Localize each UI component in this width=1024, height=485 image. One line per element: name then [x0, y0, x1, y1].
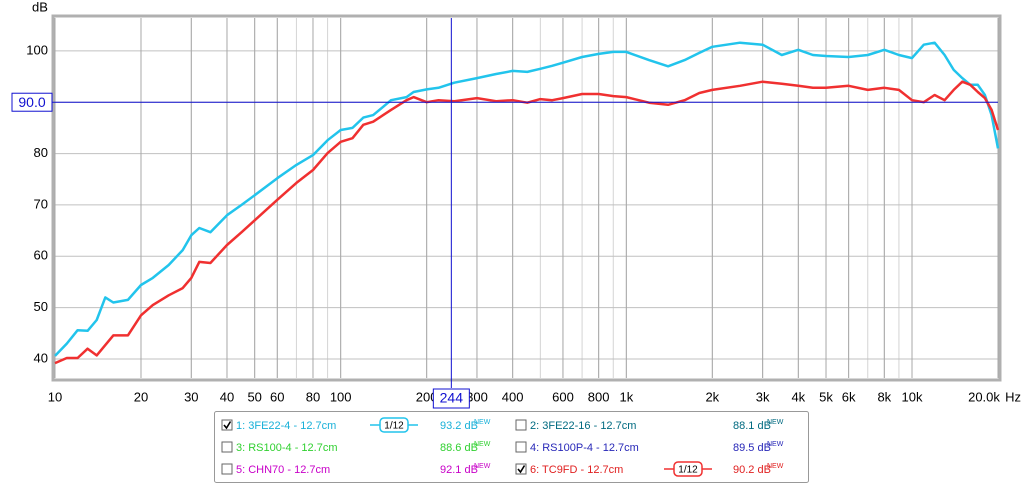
legend-level: 93.2 dB	[440, 420, 478, 432]
cursor-label-x: 244	[440, 390, 464, 406]
x-tick-label: 10k	[902, 389, 923, 404]
checkbox[interactable]	[221, 463, 233, 475]
x-tick-label: 3k	[756, 389, 770, 404]
x-tick-label: 40	[220, 389, 234, 404]
y-tick-label: 70	[34, 196, 48, 211]
x-tick-label: 4k	[791, 389, 805, 404]
cursor-box-x	[432, 388, 470, 409]
cursor-label-y: 90.0	[18, 94, 45, 110]
checkbox-check	[517, 465, 526, 474]
legend-level-tag: NEW	[767, 419, 784, 426]
legend-label: 1: 3FE22-4 - 12.7cm	[236, 420, 336, 432]
x-tick-label: 300	[466, 389, 488, 404]
x-tick-label: 30	[184, 389, 198, 404]
legend-label: 5: CHN70 - 12.7cm	[236, 464, 330, 476]
x-tick-label: 80	[306, 389, 320, 404]
checkbox[interactable]	[221, 441, 233, 453]
x-tick-label: 400	[502, 389, 524, 404]
x-tick-label: 50	[247, 389, 261, 404]
checkbox[interactable]	[515, 419, 527, 431]
x-tick-label: 20.0k	[968, 389, 1000, 404]
x-tick-label: 8k	[877, 389, 891, 404]
series-line	[54, 41, 1000, 357]
legend-label: 3: RS100-4 - 12.7cm	[236, 442, 338, 454]
smoothing-label: 1/12	[384, 421, 404, 432]
legend-level: 92.1 dB	[440, 464, 478, 476]
legend-level-tag: NEW	[474, 441, 491, 448]
y-tick-label: 60	[34, 248, 48, 263]
plot-frame	[51, 14, 1002, 382]
legend-level-tag: NEW	[767, 441, 784, 448]
x-axis-unit: Hz	[1005, 389, 1021, 404]
legend-level-tag: NEW	[474, 463, 491, 470]
cursor-box-y	[11, 92, 53, 112]
legend-level-tag: NEW	[474, 419, 491, 426]
x-tick-label: 60	[270, 389, 284, 404]
y-tick-label: 50	[34, 299, 48, 314]
legend-panel	[214, 411, 809, 483]
legend-level: 89.5 dB	[733, 442, 771, 454]
x-tick-label: 600	[552, 389, 574, 404]
x-tick-label: 100	[330, 389, 352, 404]
x-tick-label: 5k	[819, 389, 833, 404]
y-tick-label: 100	[26, 42, 48, 57]
x-tick-label: 800	[588, 389, 610, 404]
smoothing-badge	[673, 461, 703, 477]
legend-level: 90.2 dB	[733, 464, 771, 476]
x-tick-label: 10	[48, 389, 62, 404]
y-axis-label: dB	[32, 0, 48, 14]
x-tick-label: 20	[134, 389, 148, 404]
legend-level-tag: NEW	[767, 463, 784, 470]
x-tick-label: 6k	[842, 389, 856, 404]
smoothing-badge	[379, 417, 409, 433]
legend-label: 6: TC9FD - 12.7cm	[530, 464, 623, 476]
checkbox[interactable]	[515, 441, 527, 453]
checkbox[interactable]	[515, 463, 527, 475]
x-tick-label: 1k	[619, 389, 633, 404]
legend-label: 4: RS100P-4 - 12.7cm	[530, 442, 639, 454]
x-tick-label: 2k	[705, 389, 719, 404]
series-line	[54, 80, 1000, 365]
x-tick-label: 200	[416, 389, 438, 404]
legend-label: 2: 3FE22-16 - 12.7cm	[530, 420, 636, 432]
y-tick-label: 40	[34, 350, 48, 365]
checkbox-check	[223, 421, 232, 430]
smoothing-label: 1/12	[678, 465, 698, 476]
checkbox[interactable]	[221, 419, 233, 431]
legend-level: 88.1 dB	[733, 420, 771, 432]
legend-level: 88.6 dB	[440, 442, 478, 454]
y-tick-label: 80	[34, 145, 48, 160]
